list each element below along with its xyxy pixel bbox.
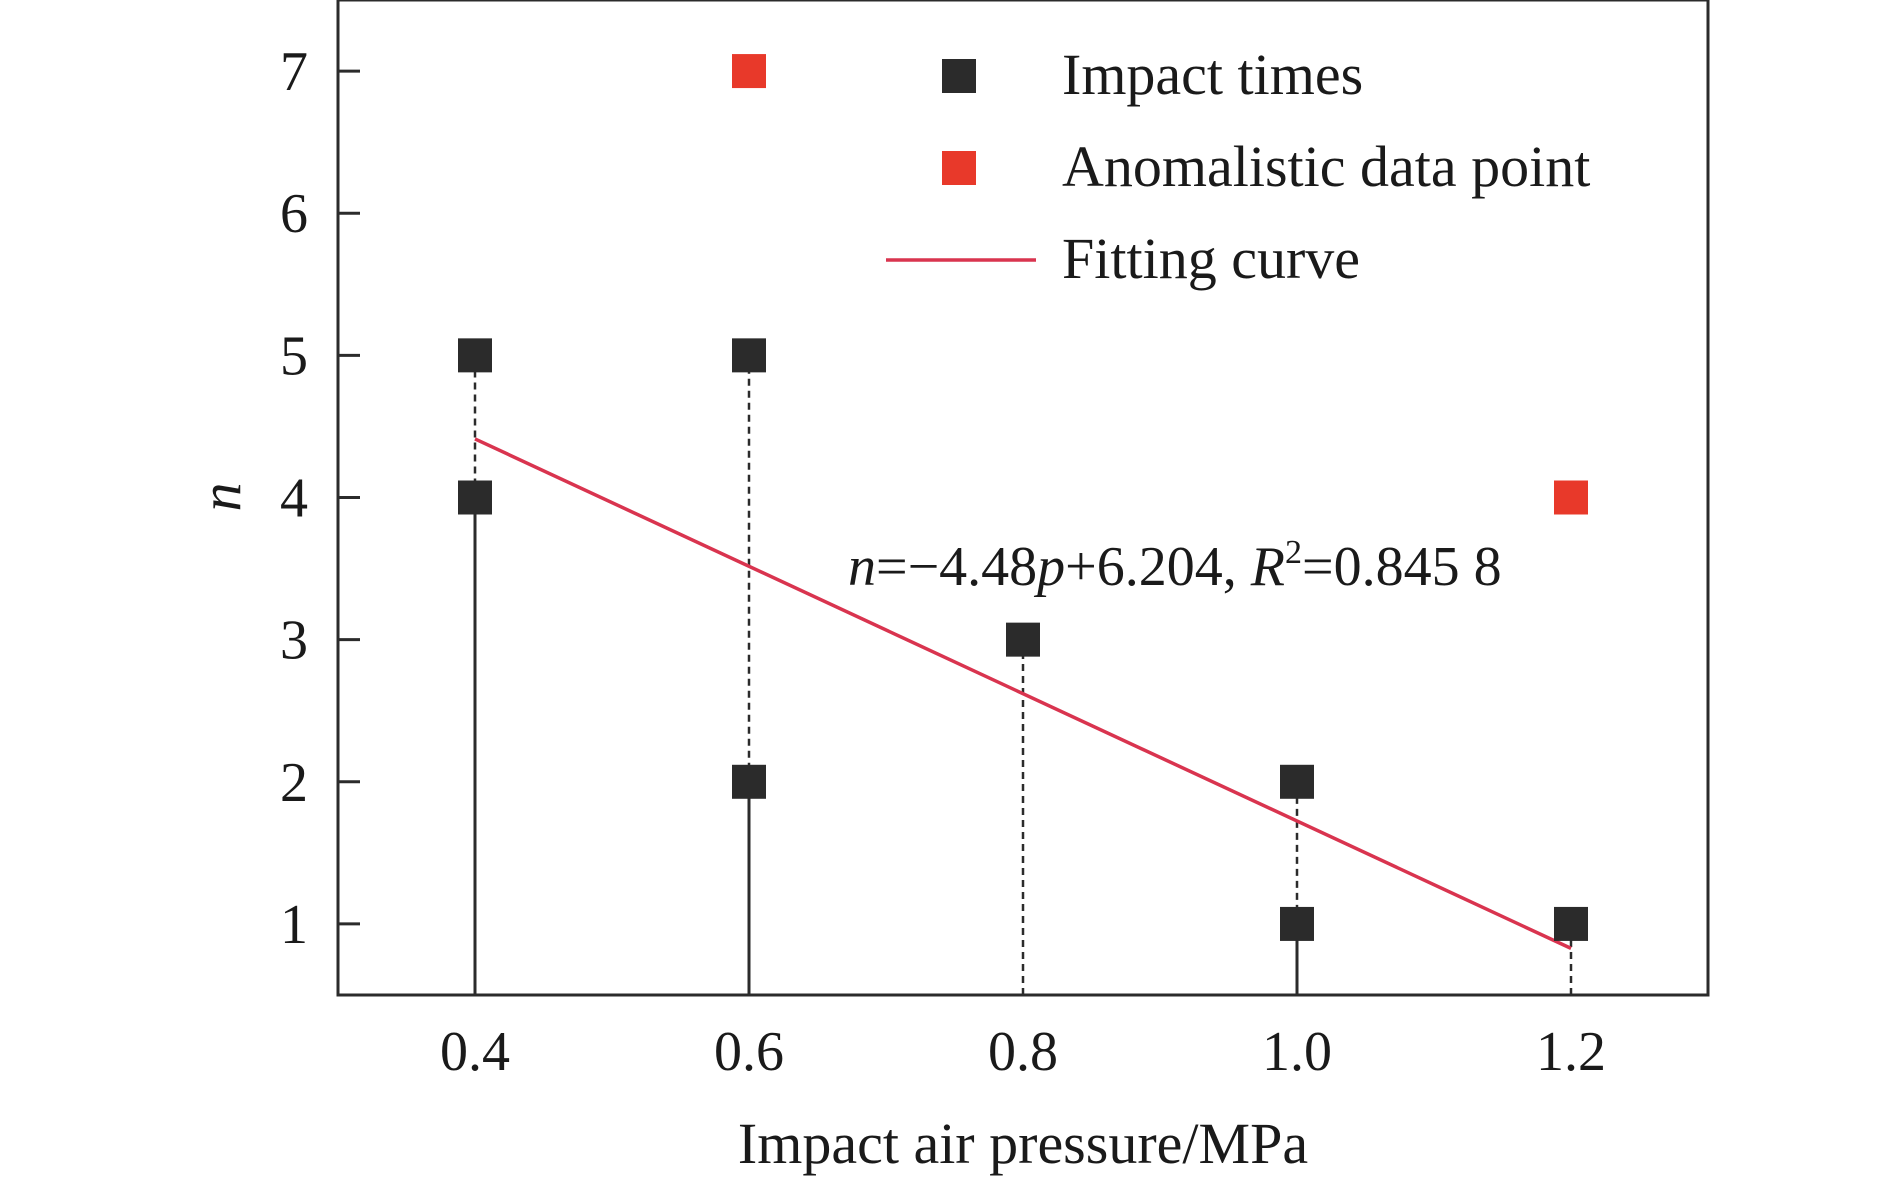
impact-times-point	[1280, 764, 1314, 799]
impact-times-point	[732, 764, 766, 799]
y-axis-title: n	[188, 483, 253, 512]
range-lines	[473, 355, 1573, 995]
equation-r-var: R	[1250, 536, 1285, 598]
equation-intercept: +6.204,	[1065, 536, 1251, 598]
legend-anomalistic-label: Anomalistic data point	[1062, 134, 1590, 199]
fitting-curve-line	[474, 437, 1572, 950]
x-tick-label: 0.8	[988, 1021, 1058, 1083]
fitting-curve	[474, 437, 1572, 950]
y-tick-label: 2	[280, 752, 308, 814]
legend-impact-times-marker	[942, 59, 976, 93]
equation-r-superscript: 2	[1285, 534, 1302, 571]
legend-impact-times-label: Impact times	[1062, 42, 1363, 107]
y-tick-label: 3	[280, 610, 308, 672]
equation-n-var: n	[848, 536, 876, 598]
anomalistic-data-point	[1554, 480, 1588, 515]
x-axis-title: Impact air pressure/MPa	[738, 1111, 1308, 1176]
x-tick-label: 0.6	[714, 1021, 784, 1083]
data-points	[458, 54, 1588, 941]
legend: Impact times Anomalistic data point Fittin…	[886, 42, 1590, 291]
legend-anomalistic-marker	[942, 151, 976, 185]
equation-p-var: p	[1033, 536, 1065, 598]
y-tick-label: 4	[280, 468, 308, 530]
impact-times-point	[1554, 906, 1588, 941]
impact-times-point	[1280, 906, 1314, 941]
x-tick-label: 0.4	[440, 1021, 510, 1083]
equation-slope: =−4.48	[876, 536, 1037, 598]
y-tick-label: 1	[280, 894, 308, 956]
impact-times-point	[732, 338, 766, 373]
equation-r-value: =0.845 8	[1302, 536, 1502, 598]
x-tick-label: 1.2	[1536, 1021, 1606, 1083]
y-tick-label: 5	[280, 325, 308, 387]
impact-times-point	[458, 480, 492, 515]
legend-fitting-curve-label: Fitting curve	[1062, 226, 1360, 291]
impact-times-point	[458, 338, 492, 373]
y-tick-label: 6	[280, 183, 308, 245]
impact-times-point	[1006, 622, 1040, 657]
x-tick-label: 1.0	[1262, 1021, 1332, 1083]
fit-equation: n=−4.48p+6.204, R2=0.845 8	[848, 534, 1502, 598]
y-tick-label: 7	[280, 41, 308, 103]
axis-ticks: 1 2 3 4 5 6 7 0.4 0.6 0.8 1.0 1.2	[280, 41, 1606, 1083]
anomalistic-data-point	[732, 54, 766, 89]
